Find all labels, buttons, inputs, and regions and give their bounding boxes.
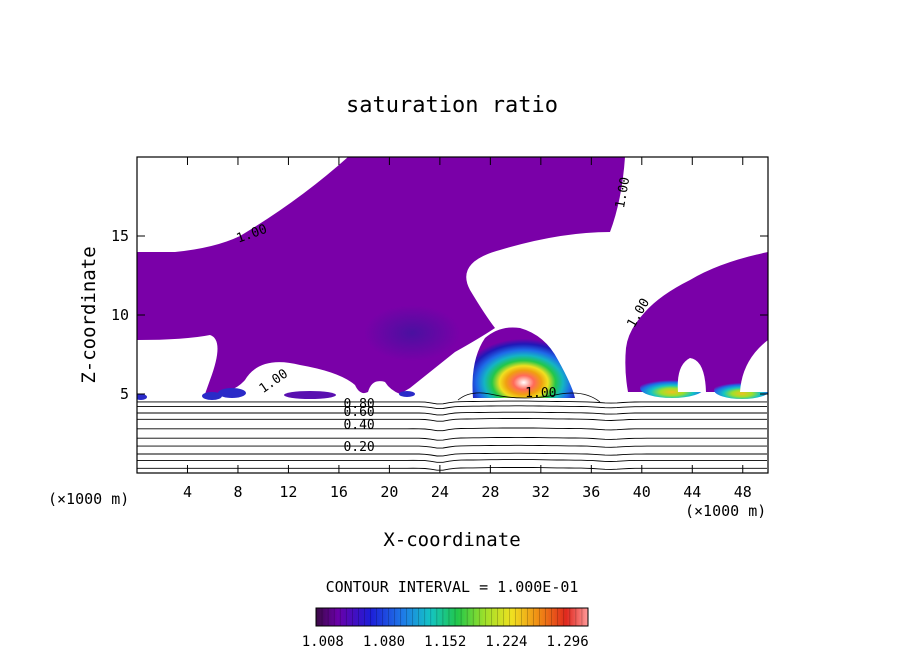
y-tick-label: 15 <box>111 227 129 245</box>
x-tick-label: 4 <box>183 483 192 501</box>
supersaturated-core-upper <box>364 305 460 361</box>
contour-label: 0.20 <box>343 440 374 455</box>
x-tick-label: 24 <box>431 483 449 501</box>
isoline <box>137 400 767 405</box>
x-tick-label: 28 <box>481 483 499 501</box>
plot-area <box>137 157 768 471</box>
isoline <box>137 467 767 471</box>
x-tick-label: 40 <box>633 483 651 501</box>
colorbar <box>315 607 589 627</box>
x-axis-label: X-coordinate <box>383 529 520 551</box>
x-tick-label: 48 <box>734 483 752 501</box>
x-unit-right: (×1000 m) <box>685 502 766 520</box>
y-axis: 5 10 15 <box>111 227 768 403</box>
isoline <box>137 427 767 432</box>
contour-label: 0.40 <box>343 418 374 433</box>
low-patch-1 <box>137 394 147 400</box>
y-axis-label: Z-coordinate <box>78 246 100 383</box>
x-tick-label: 20 <box>380 483 398 501</box>
colorbar-tick-label: 1.152 <box>424 634 466 650</box>
chart-title: saturation ratio <box>346 93 558 118</box>
contour-label: 1.00 <box>257 367 291 397</box>
x-tick-label: 44 <box>683 483 701 501</box>
isoline <box>137 405 767 410</box>
isoline <box>137 411 767 416</box>
supersaturated-region-right <box>625 252 768 392</box>
colorbar-ticks: 1.008 1.080 1.152 1.224 1.296 <box>302 608 589 650</box>
colorbar-tick-label: 1.008 <box>302 634 344 650</box>
isoline <box>137 418 767 422</box>
contour-1-00-core <box>457 392 601 403</box>
isoline <box>137 459 767 463</box>
supersaturated-region-upper <box>137 157 625 395</box>
x-axis: 4 8 12 16 20 24 28 32 36 40 44 48 <box>183 157 752 501</box>
y-tick-label: 5 <box>120 385 129 403</box>
x-tick-label: 8 <box>233 483 242 501</box>
contour-label: 0.60 <box>343 405 374 420</box>
low-patch-4 <box>284 391 336 399</box>
subsaturated-gap-far-right <box>740 340 768 392</box>
isoline <box>137 444 767 449</box>
isoline <box>137 436 767 441</box>
low-patch-2 <box>202 392 222 400</box>
contour-label: 1.00 <box>525 386 556 401</box>
contour-interval-label: CONTOUR INTERVAL = 1.000E-01 <box>326 578 579 596</box>
x-tick-label: 12 <box>279 483 297 501</box>
x-tick-label: 32 <box>532 483 550 501</box>
contour-label: 0.80 <box>343 397 374 412</box>
x-unit-left: (×1000 m) <box>48 490 129 508</box>
colorbar-tick-label: 1.296 <box>547 634 589 650</box>
y-tick-label: 10 <box>111 306 129 324</box>
subsaturated-gap-right <box>677 358 706 392</box>
low-patch-3 <box>218 388 246 398</box>
updraft-cloud-core <box>472 327 575 398</box>
isoline <box>137 452 767 457</box>
x-tick-label: 36 <box>582 483 600 501</box>
isolines-below-cloud <box>137 400 767 471</box>
contour-label: 1.00 <box>613 176 633 209</box>
low-patch-5 <box>399 391 415 397</box>
colorbar-tick-label: 1.224 <box>485 634 527 650</box>
x-tick-label: 16 <box>330 483 348 501</box>
colorbar-tick-label: 1.080 <box>363 634 405 650</box>
